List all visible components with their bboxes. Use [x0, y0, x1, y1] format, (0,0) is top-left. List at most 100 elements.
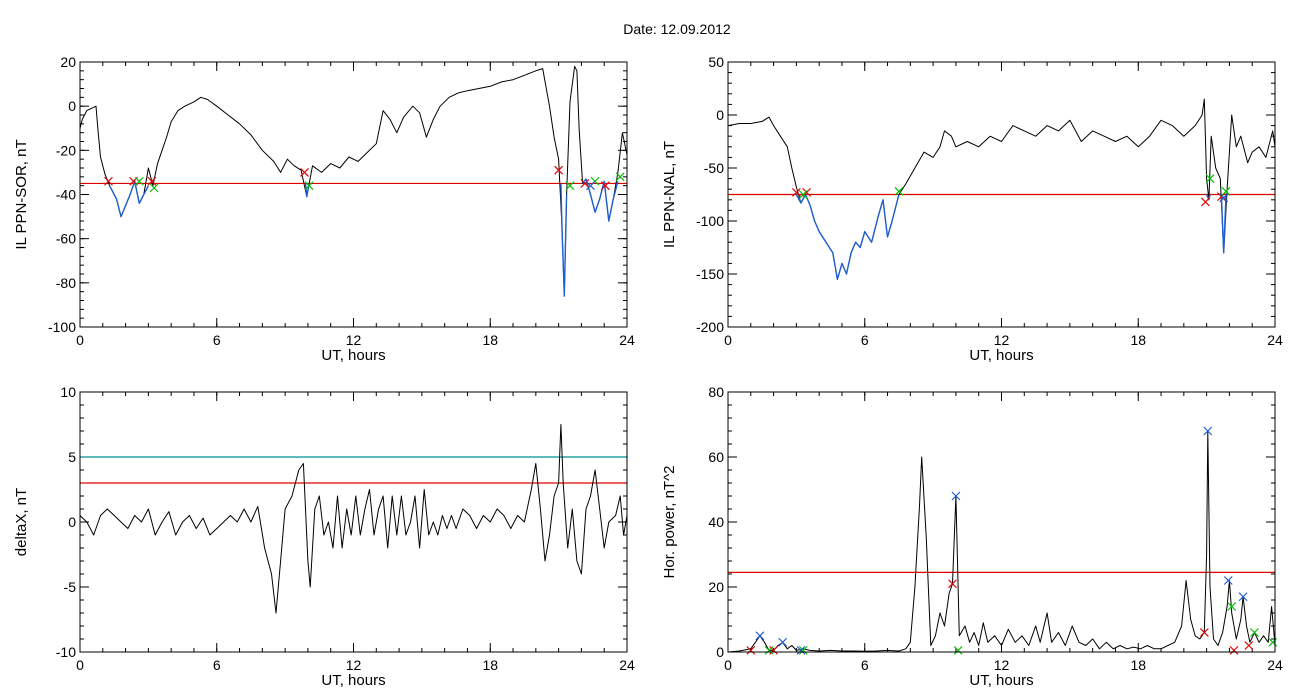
- x-marker: [1201, 197, 1210, 207]
- x-marker: [565, 181, 575, 191]
- x-marker-stroke: [796, 645, 806, 655]
- x-axis-label: UT, hours: [321, 347, 385, 364]
- y-tick-label: -80: [56, 275, 76, 291]
- y-tick-label: -20: [56, 142, 76, 158]
- x-marker-stroke: [746, 645, 756, 655]
- x-marker: [1205, 174, 1215, 184]
- y-tick-label: -150: [696, 266, 724, 282]
- x-marker-stroke: [1227, 602, 1237, 611]
- highlight-segment: [1220, 194, 1227, 254]
- x-marker-stroke: [1229, 645, 1239, 655]
- x-marker-stroke: [1244, 641, 1254, 650]
- y-tick-label: -50: [704, 160, 724, 176]
- plot-frame: [727, 61, 1276, 328]
- x-marker: [134, 176, 144, 186]
- x-tick-label: 0: [76, 657, 84, 673]
- x-marker: [951, 491, 961, 501]
- x-tick-label: 0: [724, 657, 732, 673]
- x-marker-stroke: [304, 181, 314, 191]
- x-marker-stroke: [580, 179, 590, 188]
- x-marker: [778, 637, 788, 647]
- x-marker-stroke: [1223, 576, 1233, 585]
- x-tick-label: 18: [1130, 657, 1146, 673]
- y-axis-label: Hor. power, nT^2: [661, 466, 678, 579]
- x-marker-stroke: [798, 190, 808, 199]
- plot-frame: [727, 391, 1276, 653]
- x-marker: [953, 645, 963, 655]
- data-series-line: [80, 424, 627, 614]
- x-tick-label: 18: [482, 332, 498, 348]
- y-tick-label: -5: [64, 579, 77, 595]
- x-tick-label: 18: [482, 657, 498, 673]
- x-marker-stroke: [600, 181, 610, 191]
- x-marker: [300, 167, 309, 177]
- x-marker: [615, 172, 625, 182]
- x-tick-label: 6: [861, 332, 869, 348]
- y-tick-label: 0: [68, 98, 76, 114]
- plot-frame: [79, 61, 628, 328]
- x-axis-label: UT, hours: [321, 672, 385, 689]
- x-marker-stroke: [764, 645, 774, 655]
- x-tick-label: 0: [76, 332, 84, 348]
- y-tick-label: -60: [56, 231, 76, 247]
- x-tick-label: 24: [1267, 332, 1283, 348]
- x-marker-stroke: [1199, 628, 1209, 637]
- x-marker-stroke: [300, 167, 309, 177]
- figure-title: Date: 12.09.2012: [623, 21, 731, 37]
- x-marker-stroke: [1203, 426, 1213, 436]
- y-tick-label: 40: [708, 514, 724, 530]
- y-tick-label: -100: [696, 213, 724, 229]
- x-tick-label: 12: [346, 332, 362, 348]
- x-tick-label: 24: [619, 332, 635, 348]
- x-marker: [586, 181, 595, 191]
- x-marker-stroke: [894, 186, 904, 196]
- x-marker-stroke: [104, 176, 113, 186]
- x-marker-stroke: [554, 165, 564, 175]
- y-tick-label: 50: [708, 54, 724, 70]
- x-marker: [1203, 426, 1213, 436]
- x-marker: [796, 645, 806, 655]
- x-marker-stroke: [615, 172, 625, 182]
- y-tick-label: -10: [56, 644, 76, 660]
- x-marker: [948, 579, 957, 589]
- x-marker: [1199, 628, 1209, 637]
- x-tick-label: 24: [1267, 657, 1283, 673]
- y-tick-label: -200: [696, 319, 724, 335]
- x-axis-label: UT, hours: [969, 347, 1033, 364]
- y-tick-label: 20: [708, 579, 724, 595]
- x-marker: [798, 190, 808, 199]
- x-marker-stroke: [791, 187, 801, 197]
- y-tick-label: 20: [60, 54, 76, 70]
- x-marker-stroke: [147, 176, 157, 186]
- x-tick-label: 12: [994, 657, 1010, 673]
- x-marker: [147, 176, 157, 186]
- x-marker-stroke: [1250, 628, 1259, 637]
- highlight-segment: [582, 178, 619, 222]
- x-marker: [764, 645, 774, 655]
- x-marker-stroke: [948, 579, 957, 589]
- x-marker-stroke: [1201, 197, 1210, 207]
- y-tick-label: 60: [708, 449, 724, 465]
- data-series-line: [728, 430, 1275, 652]
- x-marker: [798, 645, 808, 655]
- y-tick-label: 80: [708, 384, 724, 400]
- highlight-segment: [1205, 194, 1211, 201]
- x-marker: [554, 165, 564, 175]
- y-tick-label: 0: [68, 514, 76, 530]
- x-marker-stroke: [149, 183, 159, 193]
- x-marker: [746, 645, 756, 655]
- x-tick-label: 24: [619, 657, 635, 673]
- x-marker-stroke: [953, 645, 963, 655]
- x-marker-stroke: [951, 491, 961, 501]
- x-marker-stroke: [134, 176, 144, 186]
- x-axis-label: UT, hours: [969, 672, 1033, 689]
- x-tick-label: 6: [861, 657, 869, 673]
- highlight-segment: [108, 180, 150, 218]
- x-marker: [791, 187, 801, 197]
- x-marker: [149, 183, 159, 193]
- highlight-segment: [795, 193, 900, 280]
- x-marker-stroke: [798, 645, 808, 655]
- chart-panel-1: 0 6 12 18 24 20 0 -20 -40 -60 -80 -100 UT, hours IL P…: [13, 54, 635, 364]
- x-marker: [1219, 193, 1229, 203]
